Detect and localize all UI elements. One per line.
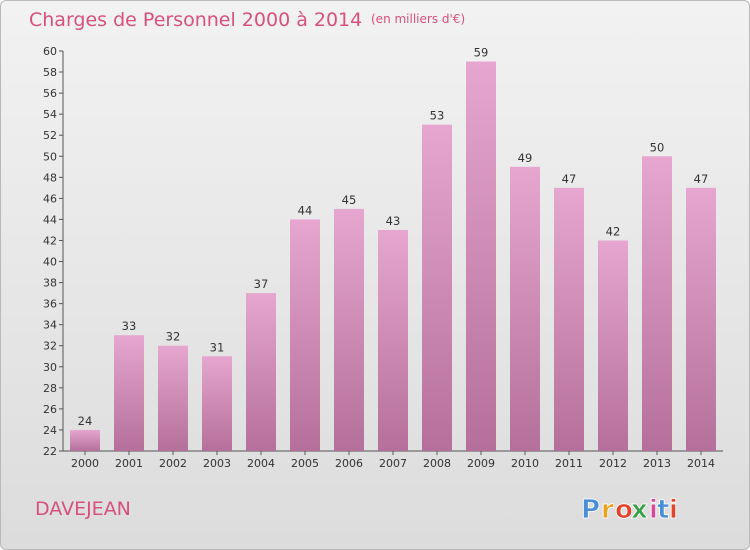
x-tick-label: 2008 xyxy=(423,457,451,470)
bar xyxy=(686,187,716,451)
data-label: 50 xyxy=(650,140,665,154)
y-tick-label: 46 xyxy=(43,192,57,205)
bar xyxy=(510,166,540,451)
x-tick-label: 2014 xyxy=(687,457,715,470)
y-tick-label: 60 xyxy=(43,45,57,58)
y-tick-label: 34 xyxy=(43,319,57,332)
y-tick-label: 52 xyxy=(43,129,57,142)
y-tick-label: 30 xyxy=(43,361,57,374)
data-label: 43 xyxy=(386,214,401,228)
y-tick-label: 56 xyxy=(43,87,57,100)
data-label: 59 xyxy=(474,46,489,60)
data-label: 37 xyxy=(254,277,269,291)
logo-letter: i xyxy=(669,495,678,525)
bar xyxy=(554,187,584,451)
chart-subtitle: (en milliers d'€) xyxy=(371,12,465,26)
bar xyxy=(598,240,628,451)
data-label: 45 xyxy=(342,193,357,207)
y-tick-label: 58 xyxy=(43,66,57,79)
bar xyxy=(642,156,672,451)
y-tick-label: 32 xyxy=(43,340,57,353)
bar xyxy=(334,208,364,451)
bars: 24 33 32 31 37 44 45 43 53 59 49 47 42 50 47 xyxy=(70,46,716,452)
y-tick-label: 44 xyxy=(43,213,57,226)
data-label: 32 xyxy=(166,330,181,344)
logo-letter: P xyxy=(581,495,600,525)
y-tick-label: 48 xyxy=(43,171,57,184)
data-label: 31 xyxy=(210,340,225,354)
data-label: 47 xyxy=(694,172,709,186)
bar xyxy=(378,229,408,451)
bar xyxy=(158,345,188,451)
x-tick-label: 2013 xyxy=(643,457,671,470)
data-label: 49 xyxy=(518,151,533,165)
bar xyxy=(422,124,452,452)
x-tick-label: 2001 xyxy=(115,457,143,470)
bar xyxy=(466,61,496,452)
data-label: 24 xyxy=(78,414,93,428)
x-tick-label: 2012 xyxy=(599,457,627,470)
y-tick-label: 40 xyxy=(43,256,57,269)
chart-title: Charges de Personnel 2000 à 2014 xyxy=(29,9,362,31)
y-tick-label: 42 xyxy=(43,234,57,247)
data-label: 47 xyxy=(562,172,577,186)
y-tick-label: 28 xyxy=(43,382,57,395)
data-label: 44 xyxy=(298,203,313,217)
y-tick-label: 54 xyxy=(43,108,57,121)
axes: 22 24 26 28 30 32 34 36 38 40 42 44 46 48 50 52 54 56 58 60… xyxy=(43,45,723,470)
x-tick-label: 2007 xyxy=(379,457,407,470)
logo-letter: i xyxy=(649,495,658,525)
bar xyxy=(70,429,100,451)
y-tick-label: 36 xyxy=(43,298,57,311)
bar xyxy=(246,293,276,451)
logo-letter: o xyxy=(615,495,633,525)
x-tick-label: 2009 xyxy=(467,457,495,470)
y-tick-label: 50 xyxy=(43,150,57,163)
y-tick-label: 38 xyxy=(43,277,57,290)
x-tick-label: 2000 xyxy=(71,457,99,470)
x-tick-label: 2011 xyxy=(555,457,583,470)
x-tick-label: 2006 xyxy=(335,457,363,470)
x-tick-label: 2002 xyxy=(159,457,187,470)
y-tick-label: 22 xyxy=(43,445,57,458)
logo-letter: r xyxy=(601,495,614,525)
y-tick-label: 24 xyxy=(43,424,57,437)
data-label: 33 xyxy=(122,319,137,333)
x-tick-label: 2010 xyxy=(511,457,539,470)
y-tick-label: 26 xyxy=(43,403,57,416)
data-label: 42 xyxy=(606,224,621,238)
x-tick-label: 2003 xyxy=(203,457,231,470)
bar xyxy=(290,219,320,451)
logo-letter: x xyxy=(631,495,648,525)
x-tick-label: 2005 xyxy=(291,457,319,470)
bar xyxy=(202,356,232,451)
x-tick-label: 2004 xyxy=(247,457,275,470)
commune-name: DAVEJEAN xyxy=(35,498,131,520)
bar xyxy=(114,335,144,451)
logo-letter: t xyxy=(657,495,669,525)
data-label: 53 xyxy=(430,109,445,123)
